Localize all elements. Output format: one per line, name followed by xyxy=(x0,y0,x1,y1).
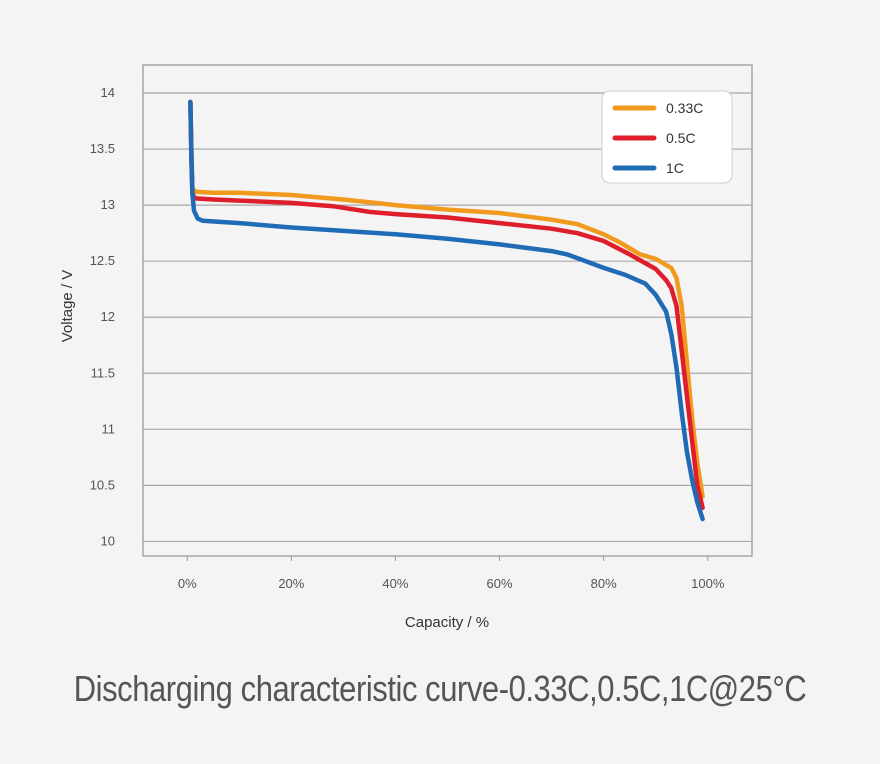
y-tick-label: 13.5 xyxy=(90,141,115,156)
series-lines xyxy=(188,99,705,522)
chart-caption: Discharging characteristic curve-0.33C,0… xyxy=(73,668,807,709)
legend-label: 1C xyxy=(666,160,684,176)
y-tick-label: 10.5 xyxy=(90,477,115,492)
y-tick-labels: 10 10.5 11 11.5 12 12.5 13 13.5 14 xyxy=(90,85,115,548)
discharge-chart: 10 10.5 11 11.5 12 12.5 13 13.5 14 0% 20% 40% 60% 80… xyxy=(59,64,753,631)
plot-frame xyxy=(142,64,753,557)
legend-box xyxy=(601,90,733,184)
x-tick-label: 20% xyxy=(278,576,304,591)
x-tick-label: 100% xyxy=(691,576,725,591)
x-tick-label: 80% xyxy=(591,576,617,591)
x-axis-label: Capacity / % xyxy=(405,614,489,631)
x-tick-label: 40% xyxy=(382,576,408,591)
series-line-0-33C xyxy=(188,99,705,499)
x-tick-labels: 0% 20% 40% 60% 80% 100% xyxy=(178,556,725,591)
y-tick-label: 11.5 xyxy=(91,365,115,380)
y-tick-label: 13 xyxy=(101,197,115,212)
y-tick-label: 12.5 xyxy=(90,253,115,268)
y-tick-label: 10 xyxy=(101,533,115,548)
x-tick-label: 0% xyxy=(178,576,197,591)
y-axis-label: Voltage / V xyxy=(59,270,76,343)
series-line-0-5C xyxy=(188,99,705,511)
y-tick-label: 14 xyxy=(101,85,115,100)
legend-label: 0.5C xyxy=(666,130,696,146)
y-tick-label: 11 xyxy=(102,421,116,436)
legend-label: 0.33C xyxy=(666,100,703,116)
legend: 0.33C 0.5C 1C xyxy=(601,90,733,184)
y-tick-label: 12 xyxy=(101,309,115,324)
series-line-1C xyxy=(188,99,705,522)
x-tick-label: 60% xyxy=(487,576,513,591)
